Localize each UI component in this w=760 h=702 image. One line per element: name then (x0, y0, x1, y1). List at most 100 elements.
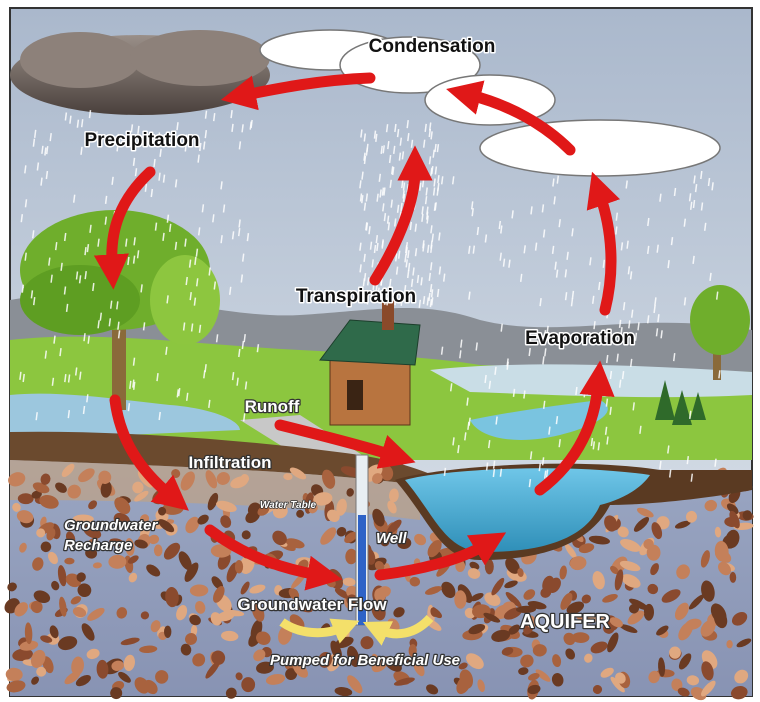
raindrop (130, 381, 131, 389)
raindrop (616, 213, 617, 221)
raindrop (529, 348, 530, 356)
raindrop (416, 154, 417, 162)
raindrop (202, 204, 203, 212)
raindrop (179, 388, 180, 396)
raindrop (593, 296, 594, 304)
raindrop (164, 175, 165, 183)
raindrop (693, 256, 694, 264)
raindrop (392, 166, 393, 174)
raindrop (185, 239, 186, 247)
raindrop (80, 372, 81, 380)
raindrop (431, 245, 432, 253)
raindrop (98, 320, 99, 328)
raindrop (631, 271, 632, 279)
raindrop (369, 226, 370, 234)
raindrop (76, 368, 77, 376)
raindrop (531, 451, 532, 459)
raindrop (705, 223, 706, 231)
label-infiltration: Infiltration (188, 453, 271, 472)
raindrop (56, 242, 57, 250)
raindrop (413, 268, 414, 276)
label-pumped: Pumped for Beneficial Use (270, 652, 460, 669)
raindrop (624, 302, 625, 310)
raindrop (383, 145, 384, 153)
raindrop (557, 176, 558, 184)
raindrop (524, 245, 525, 253)
raindrop (584, 389, 585, 397)
raindrop (640, 426, 641, 434)
raindrop (214, 113, 215, 121)
raindrop (473, 246, 474, 254)
raindrop (431, 225, 432, 233)
raindrop (239, 349, 240, 357)
raindrop (239, 220, 240, 228)
raindrop (100, 313, 101, 321)
raindrop (206, 111, 207, 119)
raindrop (45, 351, 46, 359)
raindrop (230, 287, 231, 295)
raindrop (424, 296, 425, 304)
raindrop (85, 247, 86, 255)
raindrop (221, 235, 222, 243)
raindrop (442, 176, 443, 184)
raindrop (616, 227, 617, 235)
raindrop (390, 180, 391, 188)
raindrop (432, 289, 433, 297)
raindrop (433, 150, 434, 158)
raindrop (545, 471, 546, 479)
raindrop (438, 289, 439, 297)
raindrop (543, 457, 544, 465)
raindrop (672, 237, 673, 245)
raindrop (366, 194, 367, 202)
raindrop (684, 219, 685, 227)
raindrop (144, 322, 145, 330)
raindrop (606, 399, 607, 407)
raindrop (620, 380, 621, 388)
raindrop (408, 250, 409, 258)
raindrop (371, 242, 372, 250)
raindrop (458, 445, 459, 453)
raindrop (657, 245, 658, 253)
raindrop (388, 222, 389, 230)
raindrop (543, 356, 544, 364)
raindrop (501, 226, 502, 234)
raindrop (65, 287, 66, 295)
raindrop (509, 260, 510, 268)
raindrop (668, 260, 669, 268)
raindrop (362, 195, 363, 203)
raindrop (694, 176, 695, 184)
raindrop (407, 120, 408, 128)
raindrop (376, 134, 377, 142)
raindrop (402, 151, 403, 159)
raindrop (49, 258, 50, 266)
raindrop (388, 141, 389, 149)
raindrop (422, 206, 423, 214)
raindrop (461, 340, 462, 348)
raindrop (239, 228, 240, 236)
raindrop (598, 442, 599, 450)
raindrop (52, 378, 53, 386)
raindrop (628, 266, 629, 274)
raindrop (439, 233, 440, 241)
raindrop (412, 140, 413, 148)
raindrop (68, 410, 69, 418)
raindrop (635, 333, 636, 341)
raindrop (41, 178, 42, 186)
raindrop (394, 146, 395, 154)
raindrop (90, 225, 91, 233)
raindrop (595, 372, 596, 380)
raindrop (93, 283, 94, 291)
raindrop (134, 358, 135, 366)
raindrop (217, 334, 218, 342)
raindrop (205, 130, 206, 138)
raindrop (668, 446, 669, 454)
raindrop (469, 292, 470, 300)
raindrop (674, 353, 675, 361)
raindrop (719, 370, 720, 378)
raindrop (60, 348, 61, 356)
raindrop (426, 188, 427, 196)
raindrop (521, 274, 522, 282)
raindrop (599, 282, 600, 290)
raindrop (37, 163, 38, 171)
raindrop (670, 470, 671, 478)
